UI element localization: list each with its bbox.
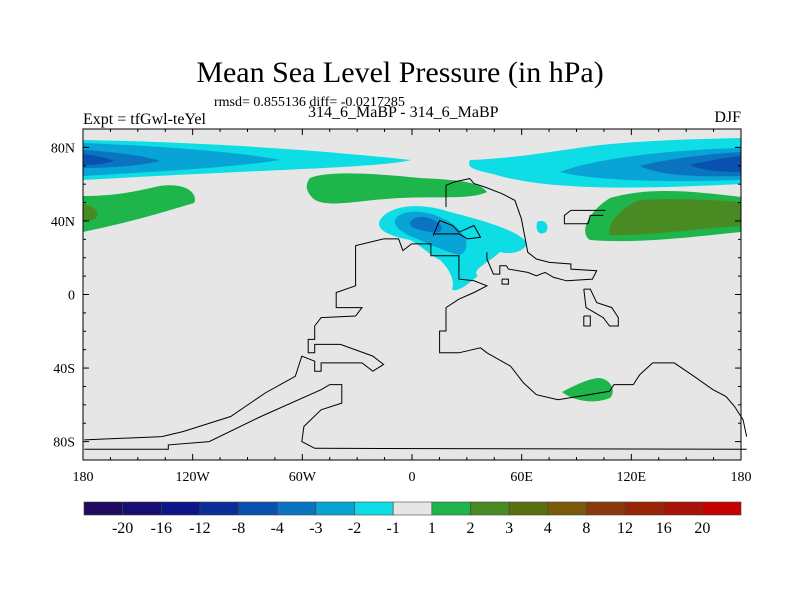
x-tick-label: 60E: [510, 470, 533, 485]
colorbar-label: -16: [151, 520, 172, 537]
colorbar-label: 8: [582, 520, 590, 537]
colorbar-box: [199, 501, 239, 516]
colorbar-box: [431, 501, 471, 516]
coastline-segment: [501, 278, 509, 285]
colorbar-box: [122, 501, 162, 516]
coastline-segment: [432, 219, 482, 240]
x-tick-label: 120W: [176, 470, 211, 485]
x-tick-label: 120E: [617, 470, 647, 485]
y-tick-label: 40N: [51, 215, 75, 230]
colorbar-label: 12: [617, 520, 633, 537]
colorbar-label: -3: [309, 520, 322, 537]
x-tick-label: 60W: [289, 470, 317, 485]
contour-fills: [83, 138, 741, 402]
coastline-segment: [583, 288, 619, 327]
x-tick-label: 180: [73, 470, 94, 485]
colorbar-label: 2: [466, 520, 474, 537]
coastline-segment: [383, 238, 748, 437]
colorbar-label: 4: [544, 520, 552, 537]
coastline-segment: [84, 384, 747, 450]
axis-ticks: [82, 128, 742, 461]
colorbar-box: [238, 501, 278, 516]
contour-olive-east: [609, 199, 741, 236]
coastlines: [84, 178, 748, 450]
contour-north-pacific-blue: [83, 143, 280, 176]
colorbar-box: [470, 501, 510, 516]
contour-green-west: [83, 185, 195, 232]
contour-central-dark: [409, 216, 442, 233]
x-tick-label: 0: [409, 470, 416, 485]
colorbar-box: [547, 501, 587, 516]
colorbar: -20 -16 -12 -8 -4 -3 -2 -1 1 2 3 4 8 12 16 20: [83, 501, 742, 537]
y-tick-label: 80S: [53, 436, 75, 451]
stats-label: rmsd= 0.855136 diff= -0.0217285: [214, 95, 405, 110]
colorbar-label: 3: [505, 520, 513, 537]
colorbar-label: 1: [428, 520, 436, 537]
colorbar-box: [276, 501, 317, 516]
coastline-segment: [563, 209, 606, 225]
colorbar-label: -8: [232, 520, 245, 537]
colorbar-box: [315, 501, 355, 516]
colorbar-label: -4: [271, 520, 284, 537]
experiment-label: Expt = tfGwl-teYel: [83, 111, 206, 128]
x-axis-labels: 180 120W 60W 0 60E 120E 180: [73, 470, 752, 485]
colorbar-box: [663, 501, 703, 516]
colorbar-label: -2: [348, 520, 361, 537]
contour-olive-west: [83, 204, 98, 222]
colorbar-box: [83, 501, 123, 516]
colorbar-box: [160, 501, 201, 516]
contour-green-north: [306, 173, 487, 204]
contour-north-east-core: [690, 156, 741, 172]
coastline-segment: [84, 238, 385, 441]
y-tick-label: 80N: [51, 141, 75, 156]
comparison-label: 314_6_MaBP - 314_6_MaBP: [308, 104, 499, 121]
colorbar-label: 16: [656, 520, 672, 537]
contour-small-cyan: [536, 220, 548, 234]
colorbar-box: [702, 501, 742, 516]
colorbar-label: -20: [112, 520, 133, 537]
x-tick-label: 180: [731, 470, 752, 485]
colorbar-box: [354, 501, 394, 516]
season-label: DJF: [714, 109, 741, 126]
colorbar-box: [392, 501, 433, 516]
coastline-segment: [445, 178, 598, 282]
colorbar-label: -12: [189, 520, 210, 537]
coastline-segment: [583, 315, 591, 327]
colorbar-label: -1: [387, 520, 400, 537]
y-tick-label: 0: [68, 289, 75, 304]
plot-title: Mean Sea Level Pressure (in hPa): [196, 56, 604, 89]
contour-green-south: [562, 378, 613, 402]
colorbar-box: [624, 501, 665, 516]
colorbar-box: [586, 501, 626, 516]
y-axis-labels: 80N 40N 0 40S 80S: [51, 141, 75, 450]
colorbar-box: [508, 501, 549, 516]
contour-north-pacific-core: [83, 154, 114, 165]
colorbar-label: 20: [694, 520, 710, 537]
y-tick-label: 40S: [53, 362, 75, 377]
